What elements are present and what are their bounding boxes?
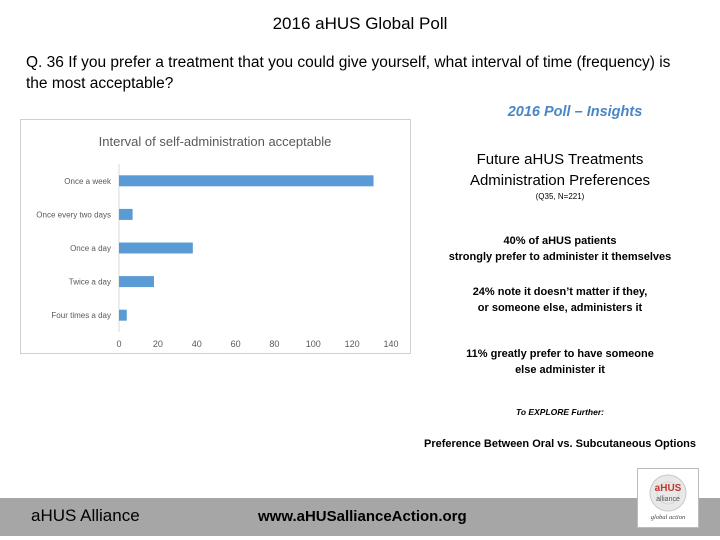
chart-title: Interval of self-administration acceptab… xyxy=(99,134,332,149)
category-label: Four times a day xyxy=(51,311,111,320)
bar xyxy=(119,175,374,187)
logo-text-alliance: alliance xyxy=(656,496,680,503)
ahus-alliance-logo: aHUS alliance global action xyxy=(637,468,699,528)
stat3-line-1: 11% greatly prefer to have someone xyxy=(466,348,654,360)
future-title-line-1: Future aHUS Treatments xyxy=(476,151,644,168)
explore-heading: To EXPLORE Further: xyxy=(516,407,604,417)
x-tick-label: 100 xyxy=(306,339,321,349)
category-label: Twice a day xyxy=(69,278,111,287)
x-tick-label: 120 xyxy=(345,339,360,349)
bar xyxy=(119,309,127,321)
insights-title: 2016 Poll – Insights xyxy=(507,104,643,120)
x-tick-label: 40 xyxy=(192,339,202,349)
poll-sample-note: (Q35, N=221) xyxy=(535,192,585,201)
footer-org-name: aHUS Alliance xyxy=(31,506,140,525)
x-tick-label: 80 xyxy=(269,339,279,349)
stat2-line-1: 24% note it doesn’t matter if they, xyxy=(472,286,648,298)
slide-title: 2016 aHUS Global Poll xyxy=(272,14,448,33)
stat-self-administer: 40% of aHUS patients strongly prefer to … xyxy=(415,233,705,265)
future-title-line-2: Administration Preferences xyxy=(469,172,651,189)
preference-note: Preference Between Oral vs. Subcutaneous… xyxy=(423,438,697,450)
footer-website-link[interactable]: www.aHUSallianceAction.org xyxy=(258,508,467,525)
stat1-line-2: strongly prefer to administer it themsel… xyxy=(448,251,672,263)
future-treatments-title: Future aHUS Treatments Administration Pr… xyxy=(430,149,690,191)
bar xyxy=(119,208,133,220)
question-text: Q. 36 If you prefer a treatment that you… xyxy=(26,54,671,92)
x-tick-label: 60 xyxy=(231,339,241,349)
x-tick-label: 140 xyxy=(383,339,398,349)
x-tick-label: 20 xyxy=(153,339,163,349)
category-label: Once a day xyxy=(70,244,111,253)
logo-text-global-action: global action xyxy=(651,514,685,521)
stat-doesnt-matter: 24% note it doesn’t matter if they, or s… xyxy=(415,284,705,316)
logo-icon: aHUS alliance global action xyxy=(649,474,687,521)
logo-text-ahus: aHUS xyxy=(655,483,682,494)
stat1-line-1: 40% of aHUS patients xyxy=(503,235,617,247)
stat-someone-else: 11% greatly prefer to have someone else … xyxy=(415,346,705,378)
footer-bar: aHUS Alliance www.aHUSallianceAction.org xyxy=(0,498,720,536)
stat2-line-2: or someone else, administers it xyxy=(477,302,643,314)
category-label: Once every two days xyxy=(36,210,111,219)
bar xyxy=(119,242,193,254)
stat3-line-2: else administer it xyxy=(515,364,605,376)
x-tick-label: 0 xyxy=(116,339,121,349)
category-label: Once a week xyxy=(64,177,112,186)
bar-chart: Interval of self-administration acceptab… xyxy=(20,119,411,354)
bar xyxy=(119,276,154,288)
chart-svg: Interval of self-administration acceptab… xyxy=(36,134,398,349)
